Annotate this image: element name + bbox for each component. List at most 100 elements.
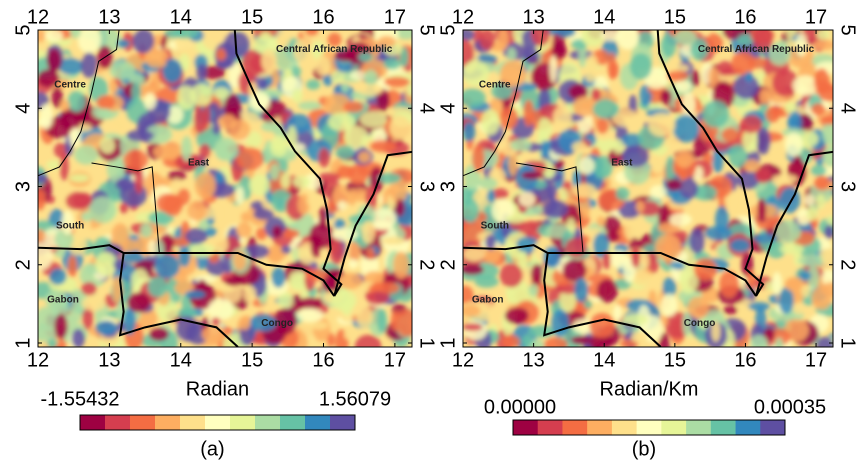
- field-blob: [213, 234, 229, 254]
- field-blob: [779, 187, 801, 214]
- border-line: [118, 252, 239, 347]
- field-blob: [631, 271, 654, 287]
- field-blob: [196, 63, 207, 82]
- y-tick-label: 4: [437, 103, 459, 114]
- field-blob: [144, 92, 157, 110]
- y-tick-label: 3: [437, 181, 459, 192]
- field-blob: [395, 308, 412, 337]
- field-blob: [635, 200, 645, 214]
- map-field: [463, 30, 833, 347]
- field-blob: [784, 277, 802, 292]
- field-blob: [689, 228, 706, 254]
- region-label: Centre: [54, 79, 86, 90]
- y-tick-label: 2: [837, 259, 858, 270]
- field-blob: [559, 188, 569, 202]
- region-label: Central African Republic: [698, 44, 815, 55]
- field-blob: [731, 51, 756, 76]
- field-blob: [276, 30, 291, 49]
- field-blob: [652, 154, 661, 175]
- field-blob: [589, 312, 615, 338]
- field-blob: [357, 83, 384, 96]
- field-blob: [113, 258, 126, 271]
- colorbar-swatch: [305, 415, 331, 430]
- field-blob: [551, 309, 569, 337]
- field-blob: [369, 140, 397, 153]
- field-blob: [551, 42, 567, 60]
- field-blob: [719, 270, 740, 298]
- field-blob: [96, 95, 116, 110]
- field-blob: [702, 100, 730, 128]
- field-blob: [591, 88, 601, 101]
- field-blob: [293, 38, 311, 64]
- field-blob: [240, 211, 252, 223]
- field-blob: [784, 132, 803, 157]
- field-blob: [690, 38, 709, 61]
- field-blob: [662, 277, 677, 299]
- field-blob: [647, 112, 676, 137]
- field-blob: [793, 155, 802, 166]
- field-blob: [59, 99, 70, 112]
- field-blob: [148, 327, 169, 341]
- field-blob: [184, 290, 206, 299]
- border-line: [91, 162, 160, 254]
- field-blob: [126, 129, 154, 142]
- field-blob: [799, 271, 812, 281]
- field-blob: [675, 150, 694, 168]
- field-blob: [578, 100, 596, 110]
- border-line: [656, 30, 765, 297]
- field-blob: [463, 198, 480, 223]
- field-blob: [704, 225, 732, 241]
- colorbar-swatch: [562, 420, 588, 435]
- field-blob: [212, 121, 221, 135]
- field-blob: [559, 288, 577, 313]
- y-tick-label: 5: [12, 24, 34, 35]
- field-blob: [821, 269, 833, 287]
- field-blob: [236, 222, 252, 239]
- map-frame: [462, 29, 834, 348]
- field-blob: [667, 64, 690, 73]
- field-blob: [272, 225, 283, 238]
- x-tick-label: 16: [312, 349, 334, 371]
- field-blob: [280, 172, 291, 189]
- field-blob: [140, 222, 153, 238]
- field-blob: [235, 186, 245, 205]
- field-blob: [618, 200, 642, 219]
- colorbar-title: Radian: [186, 378, 249, 400]
- field-blob: [194, 172, 216, 199]
- field-blob: [85, 263, 99, 275]
- field-blob: [389, 115, 411, 140]
- field-blob: [682, 311, 692, 337]
- field-blob: [531, 30, 551, 46]
- field-blob: [205, 227, 217, 237]
- field-blob: [778, 286, 794, 315]
- field-blob: [116, 39, 130, 48]
- field-blob: [190, 83, 213, 107]
- x-tick-label: 14: [170, 349, 192, 371]
- field-blob: [147, 239, 157, 256]
- y-tick-label: 2: [437, 259, 459, 270]
- field-blob: [88, 196, 117, 224]
- field-blob: [728, 144, 748, 169]
- field-blob: [381, 236, 405, 245]
- field-blob: [501, 334, 521, 347]
- field-blob: [200, 65, 226, 80]
- field-blob: [38, 172, 48, 184]
- field-blob: [253, 34, 280, 55]
- field-blob: [199, 143, 211, 159]
- field-blob: [67, 255, 78, 278]
- field-blob: [337, 200, 347, 211]
- field-blob: [820, 282, 833, 297]
- x-tick-label: 15: [241, 6, 263, 28]
- field-blob: [189, 243, 216, 258]
- field-blob: [343, 101, 364, 113]
- field-blob: [214, 137, 239, 162]
- field-blob: [243, 285, 257, 304]
- field-blob: [166, 105, 184, 124]
- field-blob: [327, 112, 356, 132]
- x-tick-label: 12: [27, 6, 49, 28]
- field-blob: [491, 188, 509, 200]
- field-blob: [763, 327, 775, 342]
- field-blob: [82, 304, 94, 331]
- y-tick-label: 4: [12, 103, 34, 114]
